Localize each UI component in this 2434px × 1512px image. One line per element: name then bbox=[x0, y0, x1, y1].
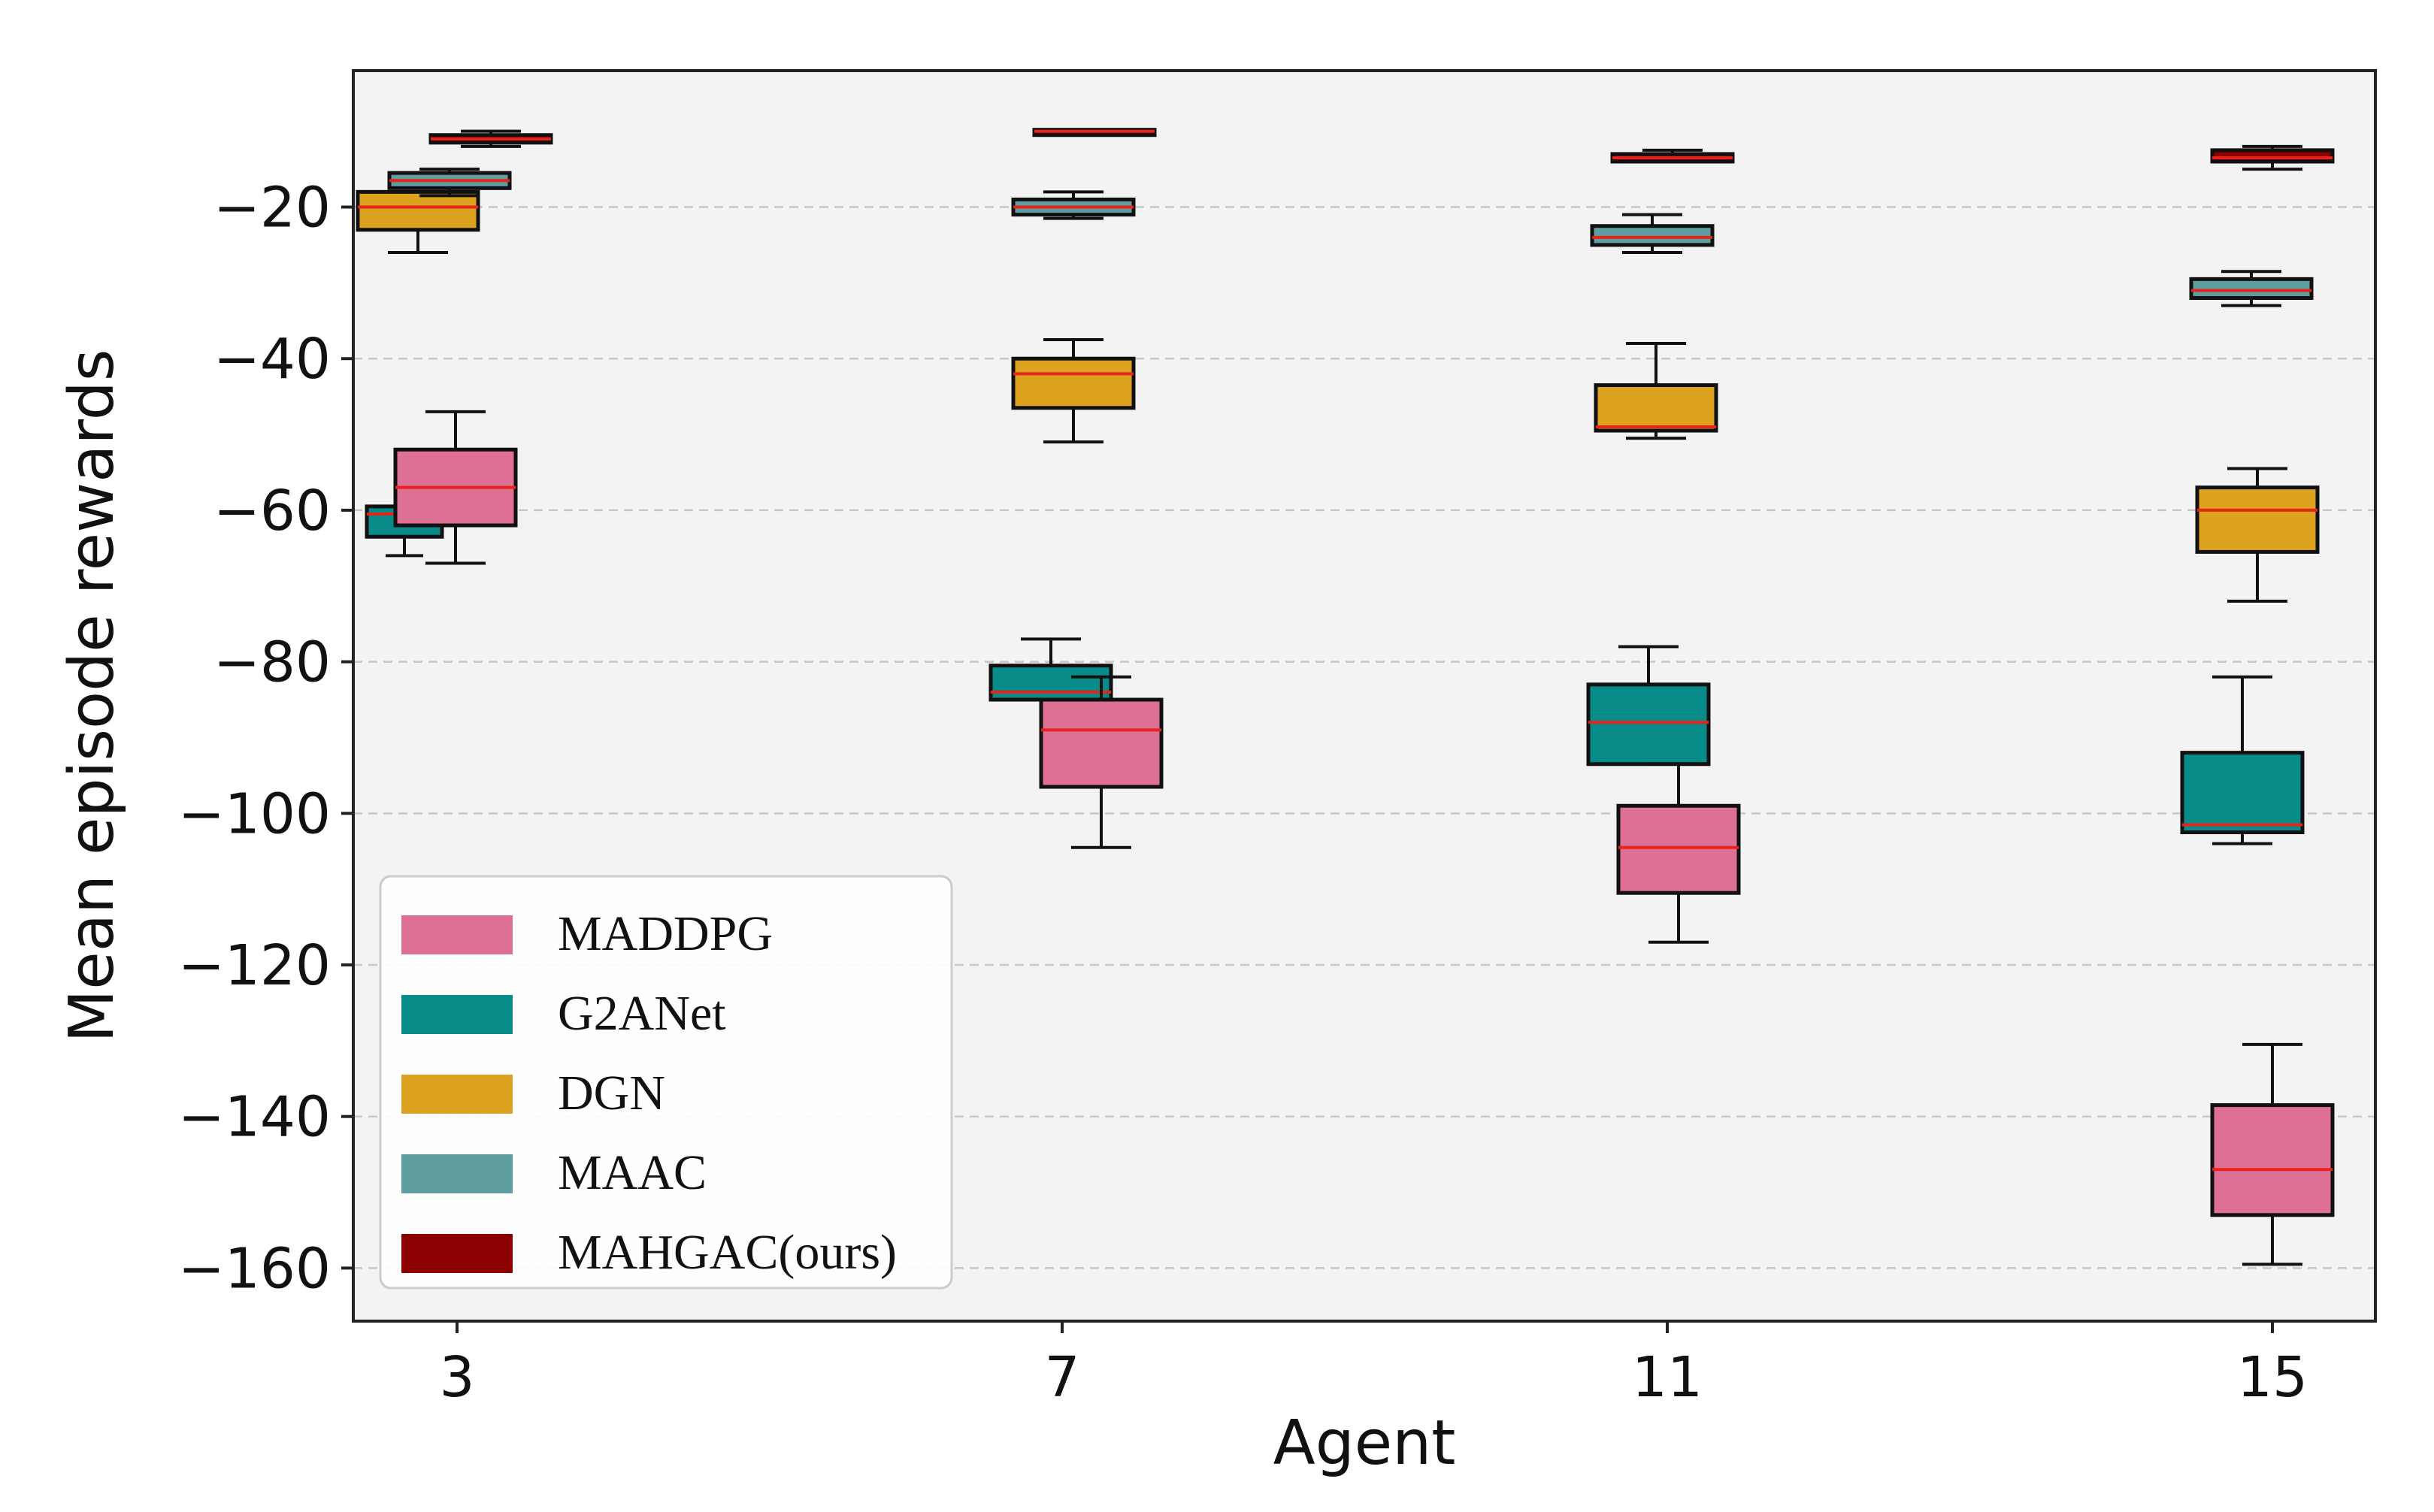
legend-label: MAAC bbox=[558, 1145, 707, 1200]
legend-label: MAHGAC(ours) bbox=[558, 1225, 897, 1280]
box-iqr bbox=[2189, 277, 2314, 301]
y-tick-label: −100 bbox=[178, 782, 331, 846]
box-iqr bbox=[988, 664, 1113, 702]
y-tick-label: −40 bbox=[213, 327, 331, 392]
legend-label: G2ANet bbox=[558, 986, 726, 1041]
legend-label: DGN bbox=[558, 1066, 665, 1120]
y-axis-ticks: −20 −40 −60 −80 −100 −120 −140 −160 bbox=[178, 176, 353, 1301]
x-tick-label: 15 bbox=[2237, 1345, 2308, 1410]
box-series bbox=[356, 128, 2335, 1266]
y-tick-label: −140 bbox=[178, 1085, 331, 1150]
box-iqr bbox=[2180, 751, 2305, 835]
legend-label: MADDPG bbox=[558, 906, 773, 961]
box-iqr bbox=[356, 189, 480, 232]
legend: MADDPG G2ANet DGN MAAC MAHGAC(ours) bbox=[379, 875, 953, 1290]
legend-swatch bbox=[401, 995, 513, 1034]
y-tick-label: −80 bbox=[213, 631, 331, 695]
series-dgn bbox=[356, 189, 2320, 603]
legend-swatch bbox=[401, 1234, 513, 1273]
y-axis-label: Mean episode rewards bbox=[56, 349, 128, 1043]
series-maddpg bbox=[393, 410, 2335, 1266]
y-tick-label: −20 bbox=[213, 176, 331, 240]
plot-frame bbox=[352, 69, 2377, 1323]
legend-swatch bbox=[401, 1154, 513, 1193]
x-axis-label: Agent bbox=[1273, 1408, 1456, 1479]
y-tick-label: −120 bbox=[178, 933, 331, 998]
box-iqr bbox=[1616, 803, 1741, 895]
series-maac bbox=[387, 168, 2314, 307]
series-g2anet bbox=[365, 504, 2305, 845]
x-tick-label: 11 bbox=[1632, 1345, 1703, 1410]
legend-swatch bbox=[401, 915, 513, 954]
box-iqr bbox=[1586, 682, 1711, 767]
x-tick-label: 7 bbox=[1044, 1345, 1079, 1410]
box-iqr bbox=[1011, 356, 1136, 410]
x-tick-label: 3 bbox=[439, 1345, 474, 1410]
y-tick-label: −60 bbox=[213, 479, 331, 543]
legend-frame bbox=[379, 875, 953, 1290]
box-iqr bbox=[2195, 485, 2320, 554]
legend-swatch bbox=[401, 1075, 513, 1114]
box-iqr bbox=[2210, 148, 2335, 164]
series-mahgac-ours- bbox=[428, 128, 2335, 171]
box-iqr bbox=[1594, 383, 1718, 433]
box-iqr bbox=[1590, 224, 1715, 247]
box-iqr bbox=[2210, 1103, 2335, 1217]
box-iqr bbox=[1039, 697, 1164, 789]
x-axis-ticks: 3 7 11 15 bbox=[439, 1321, 2308, 1410]
y-tick-label: −160 bbox=[178, 1236, 331, 1301]
